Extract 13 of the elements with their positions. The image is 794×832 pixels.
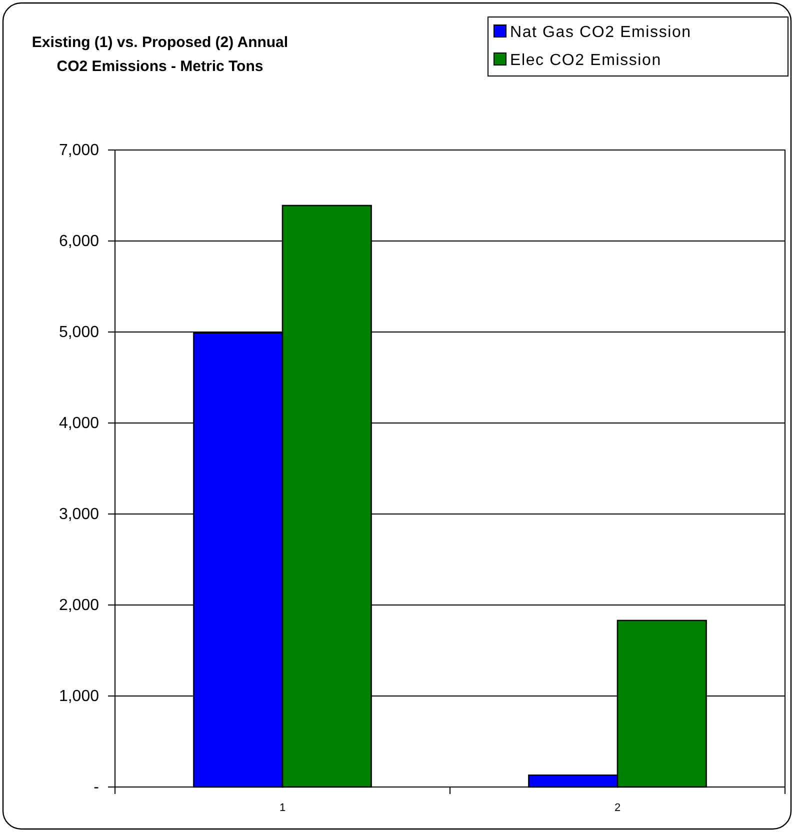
chart-title: Existing (1) vs. Proposed (2) Annual CO2 Emissions - Metric Tons	[32, 34, 288, 75]
y-tick-label: 7,000	[58, 142, 100, 160]
x-tick-label: 1	[279, 802, 286, 814]
legend-label: Nat Gas CO2 Emission	[510, 24, 692, 41]
y-tick-label: 4,000	[58, 415, 100, 432]
legend-label: Elec CO2 Emission	[510, 52, 662, 69]
y-tick-label: 1,000	[58, 688, 100, 706]
y-tick-label: 3,000	[58, 506, 100, 524]
y-tick-label: 5,000	[58, 324, 100, 342]
y-tick-label: -	[94, 779, 99, 796]
y-tick-label: 6,000	[58, 233, 100, 250]
x-tick-label: 2	[614, 802, 621, 814]
y-tick-label: 2,000	[58, 597, 100, 614]
